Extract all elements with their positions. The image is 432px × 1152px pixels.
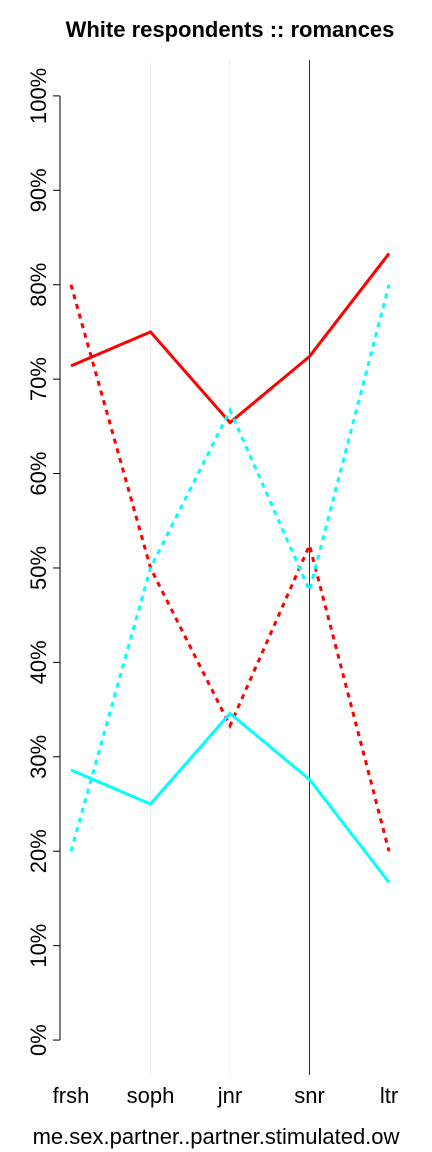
chart-title: White respondents :: romances — [66, 17, 395, 42]
x-tick-label: frsh — [53, 1083, 90, 1108]
y-tick-label: 50% — [26, 546, 51, 590]
series-line — [69, 284, 391, 852]
y-tick-label: 20% — [26, 829, 51, 873]
x-tick-label: jnr — [217, 1083, 242, 1108]
x-tick-label: soph — [127, 1083, 175, 1108]
y-tick-label: 30% — [26, 735, 51, 779]
y-tick-label: 100% — [26, 68, 51, 124]
y-tick-label: 40% — [26, 640, 51, 684]
series-line — [69, 284, 391, 852]
y-tick-label: 10% — [26, 924, 51, 968]
y-tick-label: 90% — [26, 168, 51, 212]
x-tick-label: snr — [294, 1083, 325, 1108]
y-tick-label: 80% — [26, 263, 51, 307]
series-line — [70, 711, 391, 884]
y-tick-label: 0% — [26, 1024, 51, 1056]
x-axis-label: me.sex.partner..partner.stimulated.ow — [33, 1124, 400, 1149]
x-tick-label: ltr — [380, 1083, 398, 1108]
series-line — [70, 252, 391, 425]
y-tick-label: 70% — [26, 357, 51, 401]
y-tick-label: 60% — [26, 452, 51, 496]
